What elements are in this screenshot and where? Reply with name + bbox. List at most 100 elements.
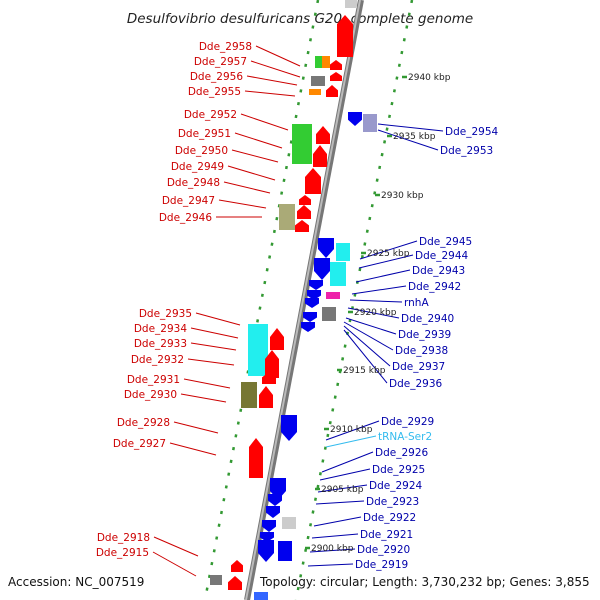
gene-arrow	[258, 540, 274, 562]
leader-line	[325, 435, 377, 448]
gene-arrow	[330, 60, 342, 70]
gene-arrow	[316, 126, 330, 144]
gene-label-left: Dde_2958	[199, 41, 252, 53]
outer-tick-track-right	[294, 0, 414, 600]
gene-box	[322, 307, 336, 321]
gene-label-left: Dde_2935	[139, 308, 192, 320]
gene-arrow	[295, 220, 309, 232]
gene-arrow	[260, 532, 274, 542]
gene-label-right: Dde_2944	[415, 250, 469, 262]
leader-line	[317, 484, 368, 493]
gene-label-left: Dde_2933	[134, 338, 187, 350]
leader-line	[190, 327, 239, 339]
leader-line	[345, 317, 397, 335]
gene-label-right: Dde_2939	[398, 329, 451, 341]
right-gene-labels: Dde_2954 Dde_2953 Dde_2945 Dde_2944 Dde_2943…	[355, 126, 499, 571]
gene-label-left: Dde_2931	[127, 374, 180, 386]
gene-arrow	[262, 372, 276, 384]
leader-line	[180, 393, 227, 403]
gene-label-right: Dde_2945	[419, 236, 472, 248]
leader-line	[227, 165, 276, 181]
gene-box	[330, 262, 346, 286]
gene-box	[254, 592, 268, 600]
gene-label-left: Dde_2918	[97, 532, 150, 544]
gene-label-right: Dde_2926	[375, 447, 429, 459]
leader-line	[195, 312, 241, 326]
leader-line	[250, 60, 301, 78]
gene-box	[210, 575, 222, 585]
gene-label-left: Dde_2930	[124, 389, 177, 401]
leader-line	[183, 378, 231, 389]
gene-box	[336, 243, 350, 261]
leader-line	[190, 342, 237, 351]
gene-label-left: Dde_2947	[162, 195, 215, 207]
gene-box	[292, 124, 312, 164]
gene-label-right: Dde_2925	[372, 464, 425, 476]
gene-arrow	[318, 238, 334, 258]
gene-label-right: rnhA	[404, 297, 429, 309]
gene-label-right: Dde_2922	[363, 512, 416, 524]
gene-box	[309, 89, 321, 95]
leader-line	[343, 329, 388, 384]
leader-line	[377, 129, 439, 151]
genome-info-text: Topology: circular; Length: 3,730,232 bp…	[259, 575, 590, 589]
gene-arrow	[297, 205, 311, 219]
kbp-tick-labels: 2940 kbp 2935 kbp 2930 kbp 2925 kbp 2920 kbp…	[305, 73, 451, 554]
gene-label-left: Dde_2957	[194, 56, 247, 68]
leader-line	[319, 468, 371, 481]
leader-line	[358, 254, 414, 269]
gene-box	[363, 114, 377, 132]
gene-label-left: Dde_2956	[190, 71, 244, 83]
kbp-label: 2920 kbp	[354, 308, 397, 318]
leader-line	[343, 325, 391, 367]
gene-label-right: Dde_2920	[357, 544, 410, 556]
gene-arrow	[313, 145, 327, 167]
leader-line	[325, 420, 380, 441]
leader-line	[223, 181, 271, 194]
leader-line	[231, 149, 279, 163]
gene-arrow	[265, 350, 279, 378]
gene-label-right: tRNA-Ser2	[378, 431, 432, 443]
gene-arrow	[301, 322, 315, 332]
leader-line	[255, 45, 301, 67]
gene-arrow	[262, 520, 276, 532]
leader-line	[240, 113, 289, 131]
gene-box	[282, 517, 296, 529]
gene-label-left: Dde_2955	[188, 86, 241, 98]
gene-arrow	[314, 258, 330, 280]
gene-label-right: Dde_2936	[389, 378, 443, 390]
outer-tick-track-left	[203, 0, 320, 600]
accession-text: Accession: NC_007519	[8, 575, 144, 589]
kbp-label: 2900 kbp	[311, 544, 354, 554]
gene-arrow	[281, 415, 297, 441]
gene-label-left: Dde_2948	[167, 177, 220, 189]
gene-label-left: Dde_2934	[134, 323, 188, 335]
gene-label-right: Dde_2919	[355, 559, 408, 571]
gene-arrow	[337, 15, 353, 57]
gene-box	[241, 382, 257, 408]
kbp-label: 2910 kbp	[330, 425, 373, 435]
gene-label-right: Dde_2924	[369, 480, 423, 492]
gene-arrow	[268, 494, 282, 506]
gene-box	[279, 204, 295, 230]
leader-line	[187, 358, 235, 366]
gene-label-left: Dde_2932	[131, 354, 184, 366]
gene-arrow	[305, 168, 321, 194]
left-gene-labels: Dde_2958 Dde_2957 Dde_2956 Dde_2955 Dde_2952…	[96, 41, 252, 559]
gene-arrow	[228, 576, 242, 590]
gene-arrow	[299, 195, 311, 205]
gene-arrow	[259, 386, 273, 408]
gene-label-left: Dde_2915	[96, 547, 149, 559]
leader-line	[315, 500, 365, 505]
leader-line	[355, 269, 411, 283]
leader-line	[234, 132, 283, 149]
gene-label-left: Dde_2927	[113, 438, 166, 450]
gene-label-right: Dde_2943	[412, 265, 465, 277]
gene-arrow	[249, 438, 263, 478]
gene-box	[315, 56, 323, 68]
leader-line	[377, 123, 444, 132]
leader-line	[311, 533, 359, 539]
gene-label-right: Dde_2954	[445, 126, 499, 138]
